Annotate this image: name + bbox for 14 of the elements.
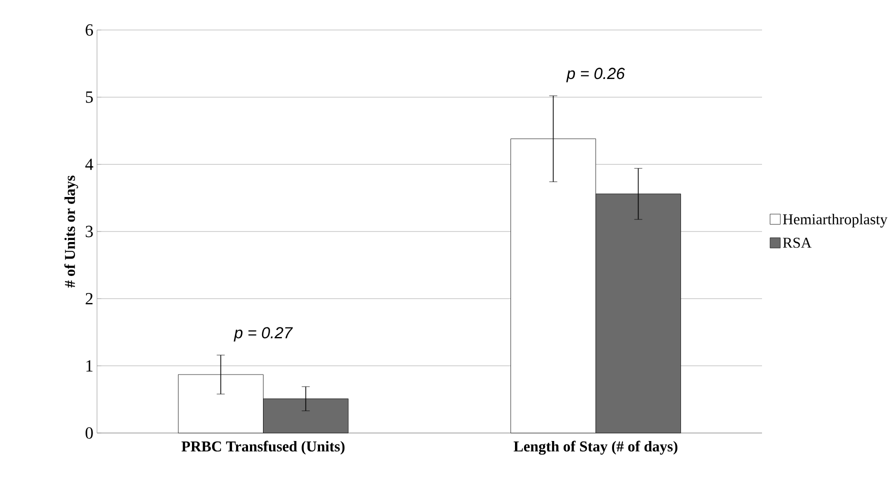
y-tick-label: 1 [86,360,92,372]
legend-label: RSA [782,238,812,248]
y-tick-label: 2 [86,293,93,304]
x-tick-label: Length of Stay (# of days) [514,440,678,455]
y-tick-label: 6 [86,24,93,36]
x-tick-label: PRBC Transfused (Units) [182,440,345,455]
annotation: p = 0.26 [566,68,625,82]
y-tick-label: 0 [86,427,93,439]
annotation: p = 0.27 [234,327,293,342]
y-tick-label: 3 [86,226,93,238]
y-axis-title: # of Units or days [64,176,78,288]
y-tick-label: 5 [86,92,93,103]
y-tick-label: 4 [85,158,94,170]
legend-label: Hemiarthroplasty [782,214,888,228]
